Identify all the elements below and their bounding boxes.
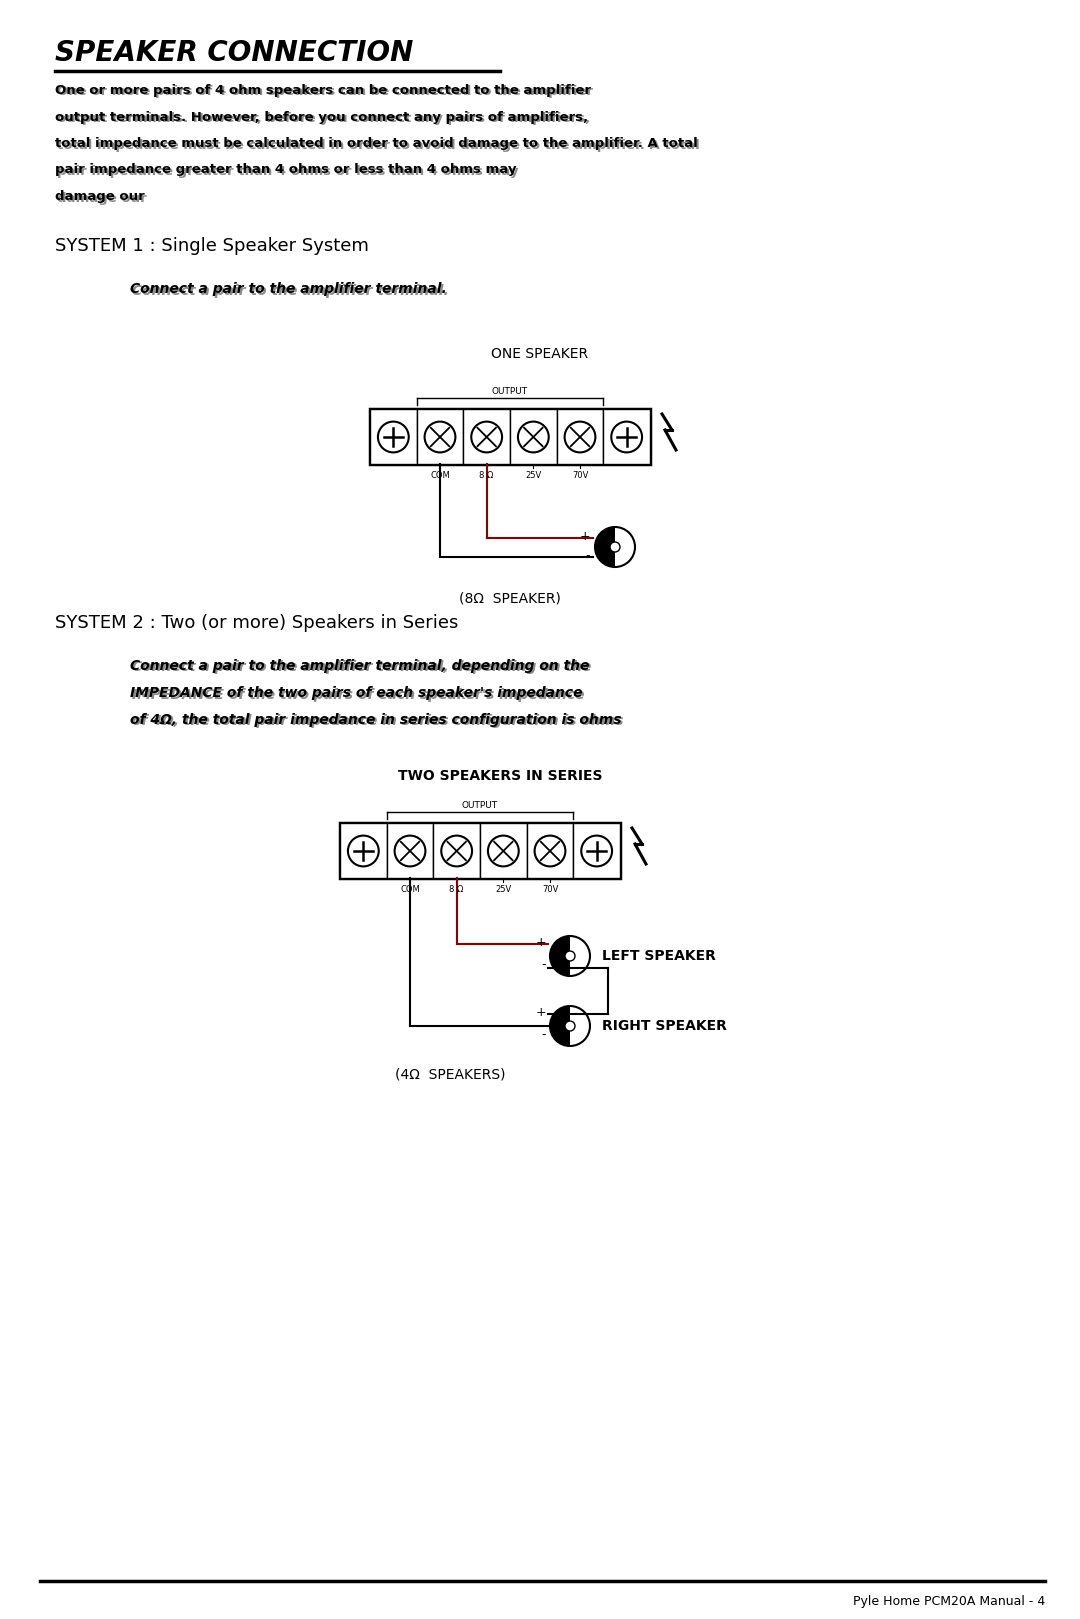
Text: OUTPUT: OUTPUT xyxy=(462,801,498,811)
Text: pair impedance greater than 4 ohms or less than 4 ohms may: pair impedance greater than 4 ohms or le… xyxy=(57,165,518,178)
Text: damage our: damage our xyxy=(57,191,147,204)
Text: pair impedance greater than 4 ohms or less than 4 ohms may: pair impedance greater than 4 ohms or le… xyxy=(55,164,516,176)
Polygon shape xyxy=(550,1005,570,1046)
Text: -: - xyxy=(585,549,590,562)
Text: of 4Ω, the total pair impedance in series configuration is ohms: of 4Ω, the total pair impedance in serie… xyxy=(130,712,621,727)
Text: -: - xyxy=(541,1028,546,1041)
Circle shape xyxy=(471,421,502,452)
Text: 8 Ω: 8 Ω xyxy=(480,471,494,479)
Text: IMPEDANCE of the two pairs of each speaker's impedance: IMPEDANCE of the two pairs of each speak… xyxy=(132,688,584,701)
Circle shape xyxy=(442,835,472,866)
Bar xyxy=(433,824,480,879)
Circle shape xyxy=(550,936,590,976)
Text: Connect a pair to the amplifier terminal, depending on the: Connect a pair to the amplifier terminal… xyxy=(132,661,592,675)
Bar xyxy=(573,824,620,879)
Circle shape xyxy=(565,1022,575,1031)
Text: One or more pairs of 4 ohm speakers can be connected to the amplifier: One or more pairs of 4 ohm speakers can … xyxy=(55,84,591,97)
Text: TWO SPEAKERS IN SERIES: TWO SPEAKERS IN SERIES xyxy=(397,769,603,784)
Circle shape xyxy=(550,1005,590,1046)
Text: IMPEDANCE of the two pairs of each speaker's impedance: IMPEDANCE of the two pairs of each speak… xyxy=(130,686,582,699)
Text: Pyle Home PCM20A Manual - 4: Pyle Home PCM20A Manual - 4 xyxy=(853,1595,1045,1608)
Polygon shape xyxy=(550,936,570,976)
Text: Connect a pair to the amplifier terminal.: Connect a pair to the amplifier terminal… xyxy=(130,282,447,296)
Text: (4Ω  SPEAKERS): (4Ω SPEAKERS) xyxy=(395,1069,505,1081)
Bar xyxy=(387,824,433,879)
Text: COM: COM xyxy=(400,884,420,894)
Circle shape xyxy=(348,835,379,866)
Text: COM: COM xyxy=(430,471,450,479)
Circle shape xyxy=(378,421,408,452)
Bar xyxy=(340,824,387,879)
Text: Connect a pair to the amplifier terminal.: Connect a pair to the amplifier terminal… xyxy=(132,283,449,298)
Polygon shape xyxy=(595,528,615,567)
Text: SPEAKER CONNECTION: SPEAKER CONNECTION xyxy=(55,39,414,66)
Text: One or more pairs of 4 ohm speakers can be connected to the amplifier: One or more pairs of 4 ohm speakers can … xyxy=(57,86,593,99)
Text: output terminals. However, before you connect any pairs of amplifiers,: output terminals. However, before you co… xyxy=(57,112,590,125)
Text: OUTPUT: OUTPUT xyxy=(491,387,528,397)
Text: damage our: damage our xyxy=(55,189,145,202)
Text: (8Ω  SPEAKER): (8Ω SPEAKER) xyxy=(459,593,561,606)
Text: output terminals. However, before you connect any pairs of amplifiers,: output terminals. However, before you co… xyxy=(55,110,589,123)
Text: SYSTEM 2 : Two (or more) Speakers in Series: SYSTEM 2 : Two (or more) Speakers in Ser… xyxy=(55,614,458,631)
Text: 70V: 70V xyxy=(542,884,558,894)
Text: 25V: 25V xyxy=(525,471,541,479)
Text: Connect a pair to the amplifier terminal, depending on the: Connect a pair to the amplifier terminal… xyxy=(130,659,590,674)
Text: +: + xyxy=(579,529,590,542)
Bar xyxy=(480,824,527,879)
Text: of 4Ω, the total pair impedance in series configuration is ohms: of 4Ω, the total pair impedance in serie… xyxy=(132,714,623,729)
Circle shape xyxy=(394,835,426,866)
Circle shape xyxy=(610,542,620,552)
Circle shape xyxy=(518,421,549,452)
Text: +: + xyxy=(536,1005,546,1018)
Text: 8 Ω: 8 Ω xyxy=(449,884,463,894)
Circle shape xyxy=(581,835,612,866)
Circle shape xyxy=(595,528,635,567)
Text: total impedance must be calculated in order to avoid damage to the amplifier. A : total impedance must be calculated in or… xyxy=(57,139,700,152)
Text: total impedance must be calculated in order to avoid damage to the amplifier. A : total impedance must be calculated in or… xyxy=(55,138,698,151)
Circle shape xyxy=(424,421,456,452)
Text: LEFT SPEAKER: LEFT SPEAKER xyxy=(602,949,716,963)
Circle shape xyxy=(535,835,566,866)
Bar xyxy=(604,410,650,465)
Text: -: - xyxy=(541,958,546,971)
Circle shape xyxy=(565,950,575,962)
Bar xyxy=(417,410,463,465)
Bar xyxy=(340,824,620,879)
Bar xyxy=(510,410,556,465)
Text: +: + xyxy=(536,936,546,949)
Circle shape xyxy=(611,421,643,452)
Text: SYSTEM 1 : Single Speaker System: SYSTEM 1 : Single Speaker System xyxy=(55,236,369,256)
Bar xyxy=(527,824,573,879)
Text: 70V: 70V xyxy=(571,471,589,479)
Bar xyxy=(463,410,510,465)
Bar xyxy=(370,410,650,465)
Text: RIGHT SPEAKER: RIGHT SPEAKER xyxy=(602,1018,727,1033)
Bar xyxy=(370,410,417,465)
Circle shape xyxy=(565,421,595,452)
Text: ONE SPEAKER: ONE SPEAKER xyxy=(491,346,589,361)
Bar xyxy=(556,410,604,465)
Circle shape xyxy=(488,835,518,866)
Text: 25V: 25V xyxy=(496,884,512,894)
